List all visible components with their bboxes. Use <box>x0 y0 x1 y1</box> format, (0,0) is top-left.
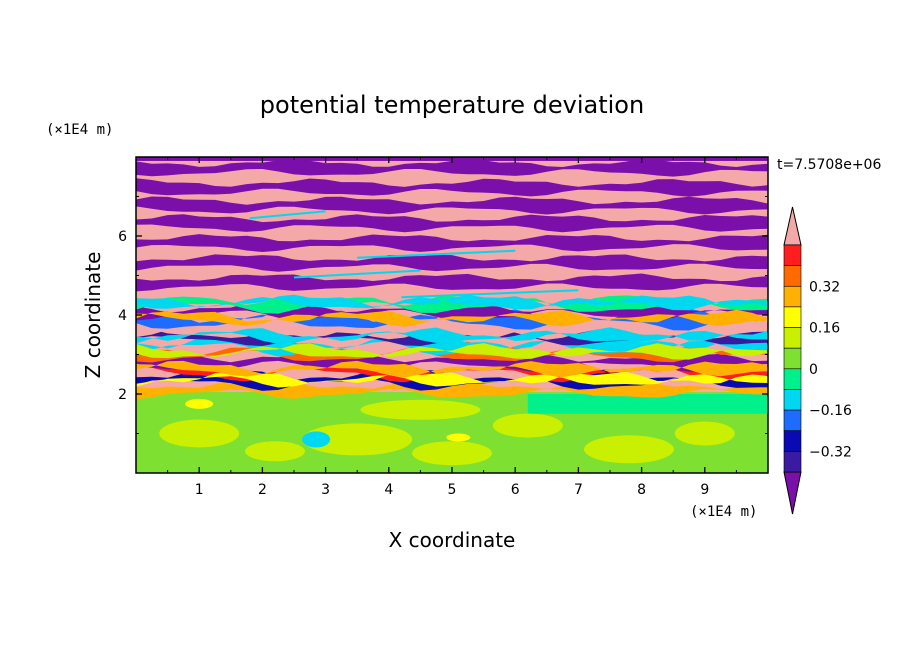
colorbar-swatch <box>784 266 801 287</box>
colorbar-swatch <box>784 369 801 390</box>
colorbar-min-triangle <box>784 472 801 514</box>
x-axis-unit: (×1E4 m) <box>690 504 757 520</box>
x-axis-title: X coordinate <box>389 528 516 552</box>
x-tick-label: 5 <box>448 482 457 498</box>
colorbar-swatch <box>784 328 801 349</box>
x-tick-label: 1 <box>195 482 204 498</box>
lower-eddy <box>584 435 674 463</box>
x-tick-label: 9 <box>700 482 709 498</box>
lower-eddy-cold <box>302 431 330 447</box>
colorbar-swatch <box>784 431 801 452</box>
x-tick-label: 8 <box>637 482 646 498</box>
lower-eddy <box>245 441 305 461</box>
plot-area <box>136 157 768 473</box>
colorbar-max-triangle <box>784 207 801 245</box>
y-tick-label: 2 <box>118 387 127 403</box>
colorbar-tick-label: 0 <box>809 362 818 378</box>
lower-eddy <box>675 422 735 446</box>
lower-eddy-warm <box>446 433 470 441</box>
colorbar-swatch <box>784 245 801 266</box>
colorbar-tick-label: 0.32 <box>809 279 840 295</box>
colorbar-swatch <box>784 307 801 328</box>
lower-eddy <box>412 441 492 465</box>
colorbar-swatch <box>784 451 801 472</box>
colorbar-tick-label: −0.16 <box>809 403 852 419</box>
lower-eddy <box>493 414 563 438</box>
colorbar-swatch <box>784 389 801 410</box>
lower-eddy <box>360 400 480 420</box>
x-tick-label: 6 <box>511 482 520 498</box>
time-label: t=7.5708e+06 <box>777 157 881 173</box>
y-axis-unit: (×1E4 m) <box>46 122 113 138</box>
colorbar-swatch <box>784 410 801 431</box>
colorbar: 0.32 0.16 0 −0.16 −0.32 <box>784 207 852 514</box>
y-tick-label: 6 <box>118 229 127 245</box>
colorbar-tick-label: −0.32 <box>809 444 852 460</box>
lower-eddy <box>159 420 239 448</box>
colorbar-swatch <box>784 348 801 369</box>
x-tick-label: 7 <box>574 482 583 498</box>
x-tick-label: 2 <box>258 482 267 498</box>
lower-eddy-warm <box>185 399 213 409</box>
colorbar-swatch <box>784 286 801 307</box>
x-tick-label: 3 <box>321 482 330 498</box>
x-tick-label: 4 <box>384 482 393 498</box>
y-axis-title: Z coordinate <box>81 252 105 379</box>
colorbar-tick-label: 0.16 <box>809 321 840 337</box>
y-tick-label: 4 <box>118 308 127 324</box>
chart-title: potential temperature deviation <box>260 91 644 119</box>
